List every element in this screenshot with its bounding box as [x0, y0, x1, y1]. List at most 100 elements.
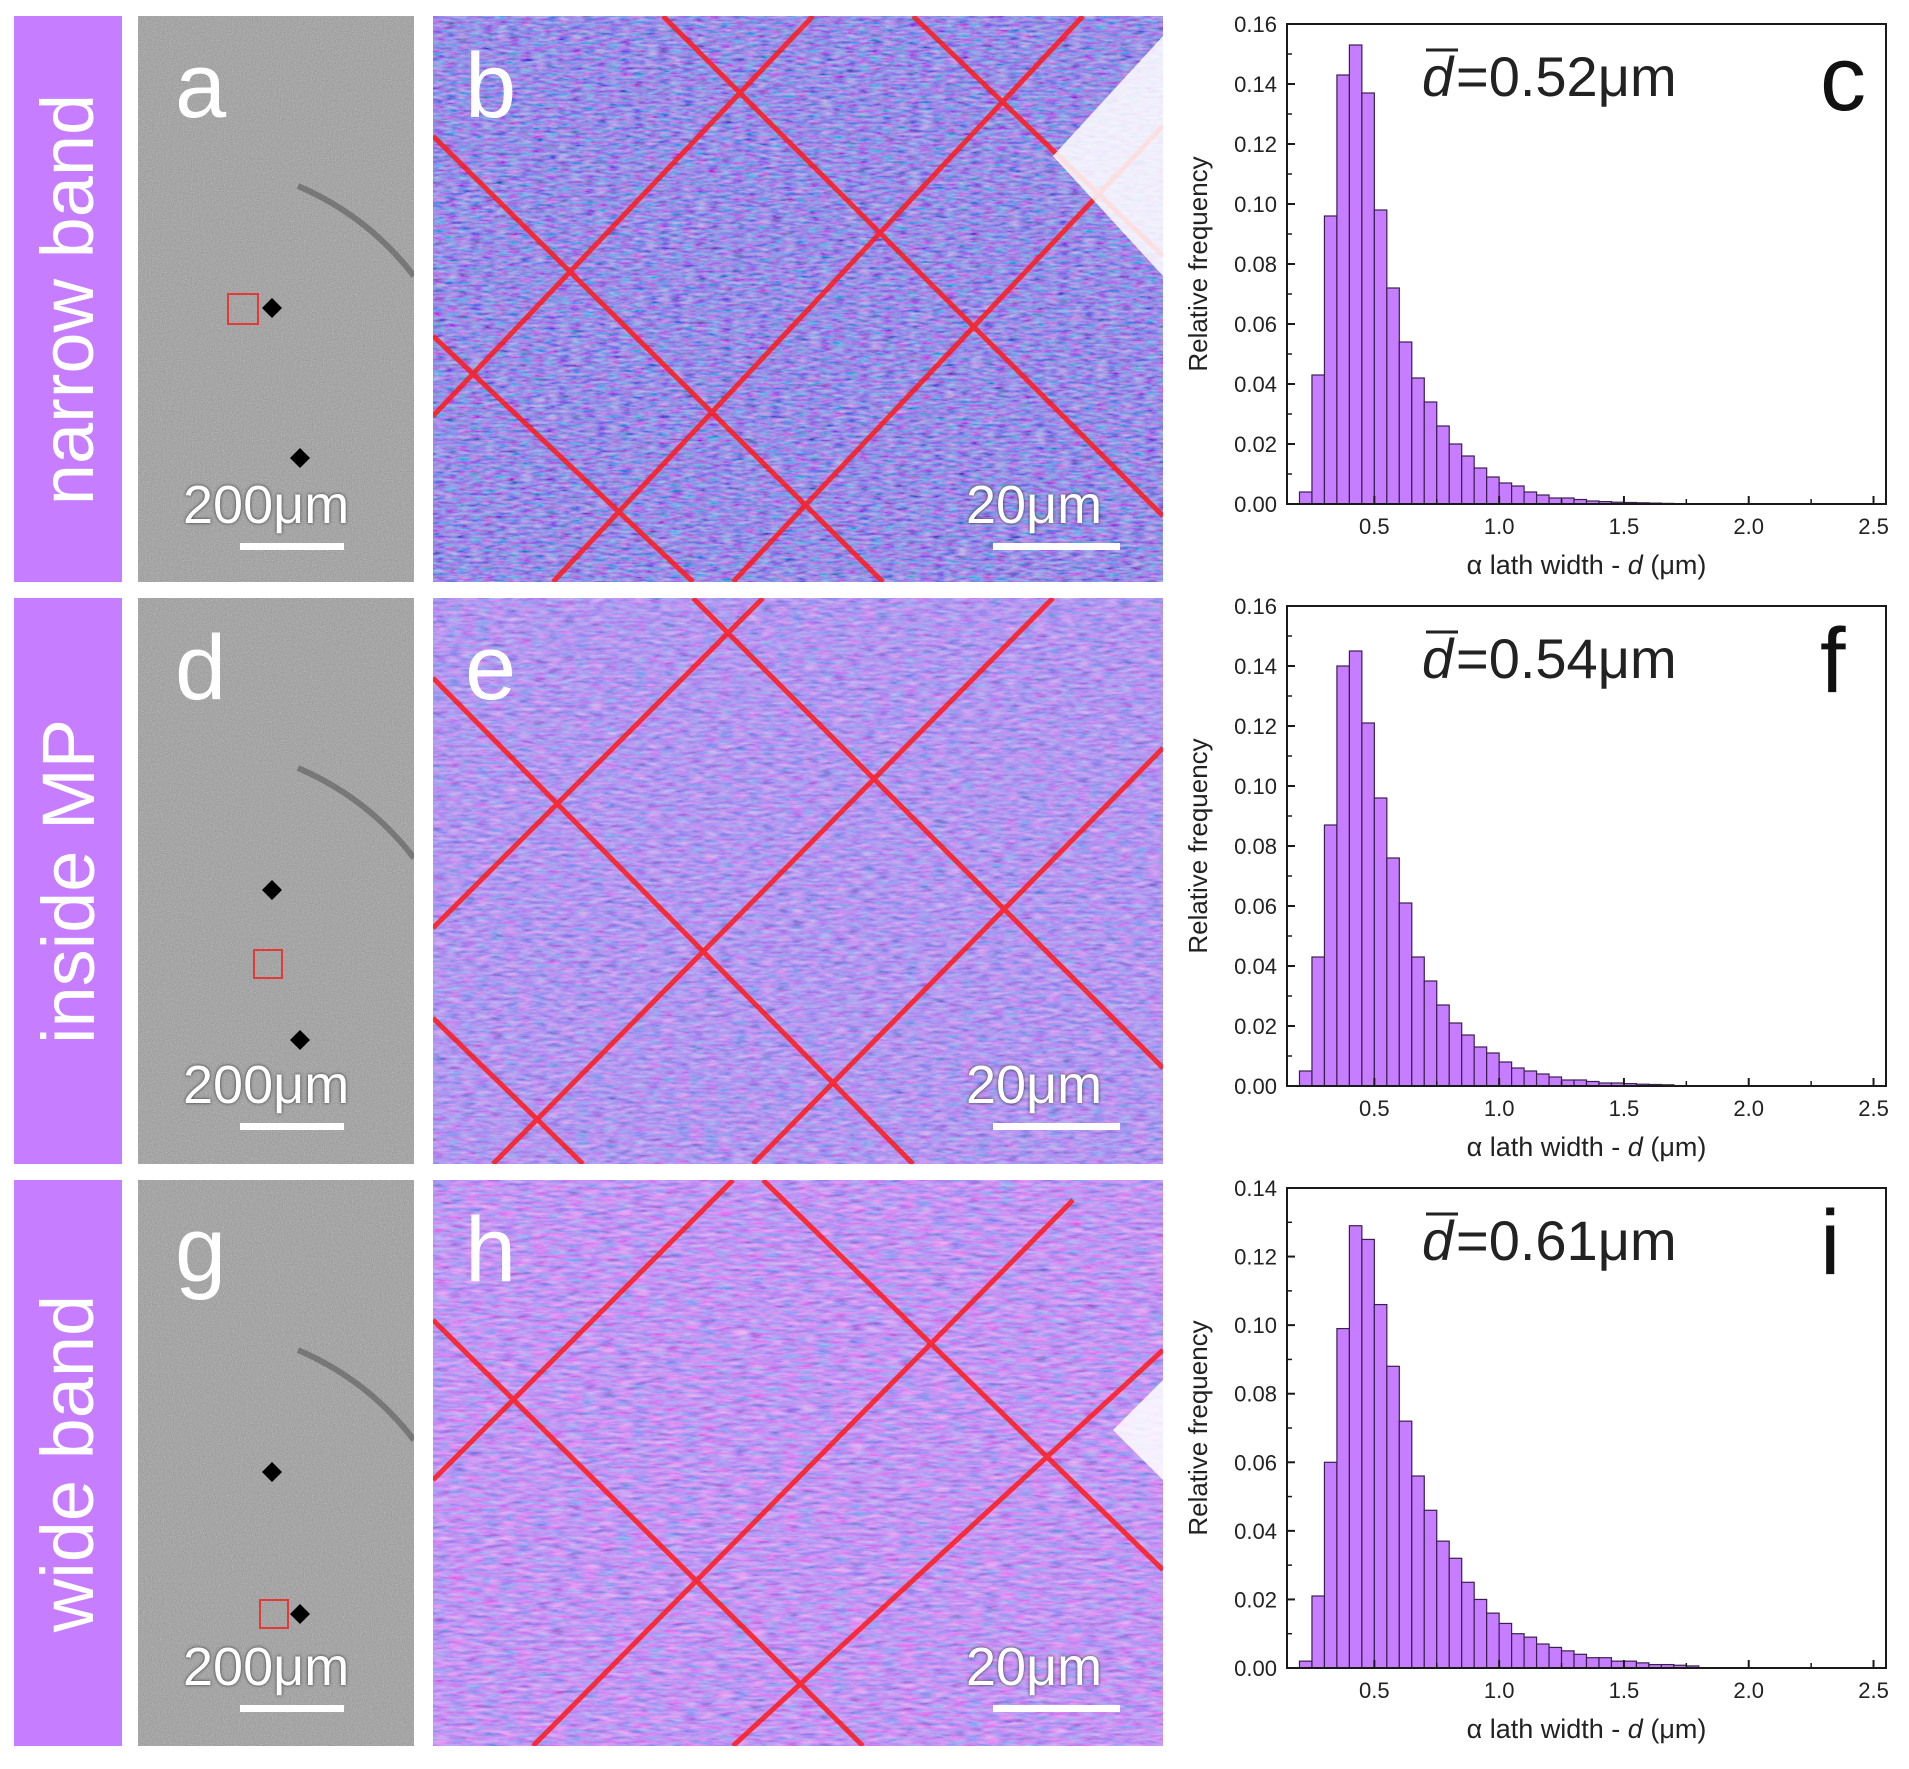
- histogram-bar: [1336, 1327, 1350, 1669]
- histogram-bar: [1573, 1653, 1588, 1669]
- histogram-bar: [1386, 1365, 1400, 1669]
- y-tick-label: 0.06: [1234, 894, 1277, 919]
- x-axis-label: α lath width - d (μm): [1467, 550, 1707, 580]
- histogram-bar: [1511, 1633, 1525, 1669]
- y-tick-label: 0.00: [1234, 492, 1277, 517]
- optical-micrograph-a: [138, 16, 414, 582]
- x-tick-label: 2.0: [1733, 514, 1764, 539]
- histogram-bar: [1486, 1612, 1500, 1669]
- panel-letter-g: g: [175, 1199, 227, 1301]
- histogram-bar: [1585, 1657, 1600, 1669]
- histogram-bar: [1498, 1061, 1513, 1087]
- scale-label-e: 20μm: [966, 1055, 1103, 1115]
- histogram-bar: [1311, 956, 1326, 1087]
- histogram-bar: [1411, 377, 1425, 505]
- histogram-bar: [1461, 1034, 1475, 1087]
- histogram-bar: [1598, 1657, 1613, 1669]
- histogram-bar: [1448, 1022, 1463, 1087]
- histogram-bar: [1411, 1475, 1425, 1669]
- row-label-wide-band: wide band: [14, 1180, 122, 1746]
- mean-value: =0.54μm: [1456, 627, 1677, 690]
- scale-bar-b: [993, 543, 1120, 550]
- x-axis-label-suffix: (μm): [1643, 1714, 1707, 1744]
- histogram-bar: [1348, 650, 1363, 1087]
- histogram-bar: [1461, 455, 1475, 505]
- white-corner-region: [1113, 1380, 1163, 1480]
- scale-bar-d: [240, 1123, 344, 1130]
- y-tick-label: 0.12: [1234, 132, 1277, 157]
- histogram-svg: 0.00 0.02 0.04 0.06 0.08 0.10 0.12 0.14 0.5 1.0 1.…: [1183, 1176, 1889, 1744]
- histogram-bar: [1298, 1660, 1313, 1669]
- histogram-bar: [1423, 1509, 1438, 1669]
- histogram-bar: [1398, 341, 1413, 505]
- optical-micrograph-image: [138, 16, 414, 582]
- y-tick-label: 0.00: [1234, 1656, 1277, 1681]
- diamond-marker: [290, 448, 310, 468]
- red-marker-box: [259, 1599, 289, 1629]
- histogram-bar: [1348, 44, 1363, 505]
- diamond-marker: [262, 298, 282, 318]
- x-axis-label-prefix: α lath width -: [1467, 550, 1628, 580]
- x-axis-label-var: d: [1628, 550, 1644, 580]
- panel-letter-chart: c: [1820, 28, 1866, 130]
- x-tick-label: 2.0: [1733, 1096, 1764, 1121]
- histogram-bar: [1486, 476, 1500, 505]
- y-tick-label: 0.10: [1234, 192, 1277, 217]
- histogram-bar: [1548, 1646, 1563, 1669]
- histogram-bar: [1461, 1581, 1475, 1669]
- histogram-bar: [1373, 209, 1388, 505]
- x-tick-label: 1.0: [1484, 514, 1515, 539]
- y-tick-label: 0.08: [1234, 1382, 1277, 1407]
- histogram-bar: [1298, 491, 1313, 505]
- histogram-bar: [1323, 215, 1338, 505]
- histogram-bar: [1511, 1067, 1525, 1087]
- histogram-bar: [1373, 797, 1388, 1087]
- y-tick-label: 0.10: [1234, 774, 1277, 799]
- row-label-text: inside MP: [26, 718, 110, 1044]
- y-axis-label: Relative frequency: [1183, 738, 1213, 953]
- histogram-bar: [1560, 1650, 1575, 1669]
- panel-letter-chart: i: [1820, 1192, 1840, 1294]
- histogram-bar: [1523, 1070, 1538, 1087]
- y-tick-label: 0.04: [1234, 954, 1277, 979]
- y-tick-label: 0.02: [1234, 432, 1277, 457]
- ebsd-map-image: [433, 16, 1163, 582]
- red-marker-box: [253, 949, 283, 979]
- histogram-bar: [1373, 1303, 1388, 1669]
- histogram-svg: 0.00 0.02 0.04 0.06 0.08 0.10 0.12 0.14 0.16 0.5 1…: [1183, 594, 1889, 1162]
- optical-micrograph-d: [138, 598, 414, 1164]
- ebsd-map-e: [433, 598, 1163, 1164]
- histogram-bar: [1298, 1070, 1313, 1087]
- histogram-bar: [1473, 467, 1488, 505]
- row-label-text: wide band: [26, 1294, 110, 1632]
- x-tick-label: 1.0: [1484, 1678, 1515, 1703]
- y-tick-label: 0.04: [1234, 372, 1277, 397]
- y-tick-label: 0.04: [1234, 1519, 1277, 1544]
- histogram-bar: [1361, 722, 1375, 1087]
- histogram-bar: [1311, 1595, 1326, 1669]
- y-tick-label: 0.14: [1234, 72, 1277, 97]
- x-axis-label-prefix: α lath width -: [1467, 1132, 1628, 1162]
- histogram-bar: [1436, 1004, 1450, 1087]
- histogram-bar: [1336, 74, 1350, 505]
- row-label-text: narrow band: [26, 93, 110, 505]
- y-tick-label: 0.10: [1234, 1313, 1277, 1338]
- x-tick-label: 1.5: [1609, 1096, 1640, 1121]
- histogram-bar: [1323, 1461, 1338, 1669]
- histogram-bar: [1498, 482, 1513, 505]
- x-axis-label-var: d: [1628, 1714, 1644, 1744]
- scale-label-h: 20μm: [966, 1637, 1103, 1697]
- histogram-bar: [1535, 494, 1550, 505]
- row-label-narrow-band: narrow band: [14, 16, 122, 582]
- diamond-marker: [290, 1030, 310, 1050]
- panel-letter-d: d: [175, 617, 227, 719]
- histogram-bar: [1498, 1622, 1513, 1669]
- ebsd-map-image: [433, 598, 1163, 1164]
- ebsd-map-image: [433, 1180, 1163, 1746]
- histogram-bar: [1473, 1046, 1488, 1087]
- y-tick-label: 0.14: [1234, 654, 1277, 679]
- histogram-bar: [1361, 1238, 1375, 1669]
- x-tick-label: 2.5: [1858, 514, 1889, 539]
- histogram-bar: [1411, 956, 1425, 1087]
- histogram-bar: [1448, 1557, 1463, 1669]
